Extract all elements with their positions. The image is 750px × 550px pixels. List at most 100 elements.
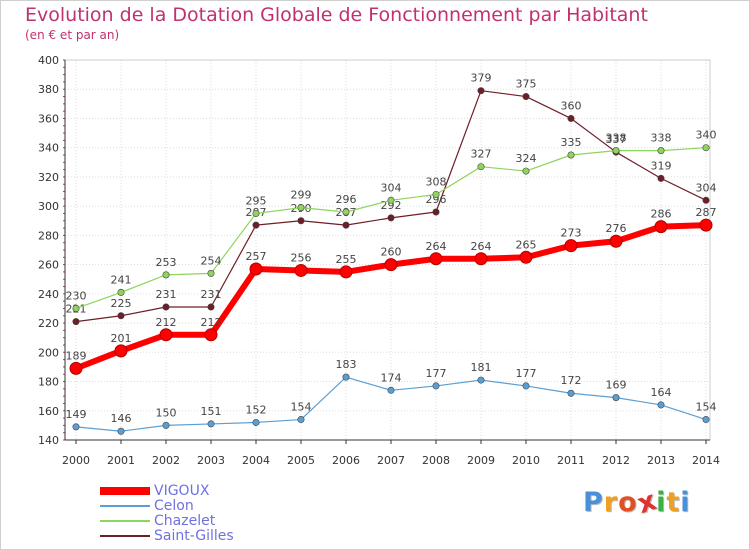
data-point-celon [72,423,80,431]
logo-letter: r [603,487,619,518]
data-label-vigoux: 273 [561,227,582,240]
data-point-saint-gilles [477,87,485,95]
data-point-chazelet [387,196,395,204]
data-label-celon: 177 [426,367,447,380]
data-label-saint-gilles: 304 [696,181,717,194]
data-label-vigoux: 201 [111,332,132,345]
data-point-vigoux [384,258,398,272]
data-point-vigoux [204,328,218,342]
data-point-celon [522,382,530,390]
data-point-chazelet [567,151,575,159]
data-label-chazelet: 340 [696,129,717,142]
data-label-celon: 154 [696,401,717,414]
data-label-vigoux: 189 [66,349,87,362]
x-tick-label: 2005 [287,454,315,467]
data-label-chazelet: 308 [426,175,447,188]
data-point-chazelet [252,209,260,217]
data-point-vigoux [69,361,83,375]
data-label-chazelet: 304 [381,181,402,194]
chart-title: Evolution de la Dotation Globale de Fonc… [25,4,648,26]
legend-swatch [100,520,150,522]
data-point-celon [297,416,305,424]
data-label-saint-gilles: 225 [111,297,132,310]
data-label-celon: 164 [651,386,672,399]
data-label-saint-gilles: 231 [156,288,177,301]
legend-swatch [100,487,150,495]
x-tick-label: 2004 [242,454,270,467]
data-label-chazelet: 253 [156,256,177,269]
x-tick-label: 2006 [332,454,360,467]
legend-label: VIGOUX [154,483,210,499]
data-point-chazelet [297,204,305,212]
data-point-vigoux [249,262,263,276]
data-point-vigoux [564,239,578,253]
data-label-chazelet: 296 [336,193,357,206]
data-point-saint-gilles [117,312,125,320]
data-label-celon: 169 [606,379,627,392]
chart-subtitle: (en € et par an) [25,28,120,42]
data-label-vigoux: 256 [291,251,312,264]
y-tick-label: 320 [38,171,59,184]
data-point-vigoux [609,234,623,248]
legend-label: Chazelet [154,513,216,529]
x-tick-label: 2009 [467,454,495,467]
data-label-chazelet: 295 [246,194,267,207]
x-tick-label: 2002 [152,454,180,467]
data-label-celon: 149 [66,408,87,421]
data-label-chazelet: 324 [516,152,537,165]
data-label-vigoux: 264 [471,240,492,253]
data-label-celon: 181 [471,361,492,374]
y-tick-label: 340 [38,142,59,155]
data-point-saint-gilles [72,318,80,326]
logo-letter: t [666,487,681,518]
data-point-celon [702,416,710,424]
data-point-chazelet [522,167,530,175]
x-tick-label: 2000 [62,454,90,467]
data-point-chazelet [117,288,125,296]
data-point-saint-gilles [297,217,305,225]
y-tick-label: 360 [38,112,59,125]
y-tick-label: 400 [38,54,59,67]
data-point-celon [612,394,620,402]
data-point-chazelet [207,269,215,277]
legend-label: Celon [154,498,194,514]
x-tick-label: 2010 [512,454,540,467]
data-label-celon: 183 [336,358,357,371]
x-tick-label: 2014 [692,454,720,467]
x-tick-label: 2007 [377,454,405,467]
logo-letter: P [583,487,604,518]
data-label-saint-gilles: 360 [561,99,582,112]
data-point-saint-gilles [162,303,170,311]
y-tick-label: 200 [38,346,59,359]
y-tick-label: 280 [38,229,59,242]
y-tick-label: 240 [38,288,59,301]
x-tick-label: 2008 [422,454,450,467]
data-point-saint-gilles [342,221,350,229]
data-label-chazelet: 241 [111,273,132,286]
data-label-chazelet: 335 [561,136,582,149]
data-label-chazelet: 299 [291,189,312,202]
data-point-saint-gilles [387,214,395,222]
data-point-saint-gilles [567,114,575,122]
y-tick-label: 160 [38,405,59,418]
data-point-celon [342,373,350,381]
data-point-vigoux [294,263,308,277]
data-label-chazelet: 338 [651,132,672,145]
data-label-vigoux: 264 [426,240,447,253]
y-tick-label: 380 [38,83,59,96]
data-point-chazelet [612,147,620,155]
data-label-chazelet: 338 [606,132,627,145]
x-tick-label: 2003 [197,454,225,467]
data-point-chazelet [342,208,350,216]
data-point-chazelet [477,163,485,171]
data-label-saint-gilles: 375 [516,78,537,91]
data-label-saint-gilles: 296 [426,193,447,206]
y-tick-label: 180 [38,376,59,389]
data-label-chazelet: 254 [201,254,222,267]
data-label-celon: 174 [381,371,402,384]
data-point-saint-gilles [432,208,440,216]
data-point-celon [162,421,170,429]
data-point-vigoux [429,252,443,266]
